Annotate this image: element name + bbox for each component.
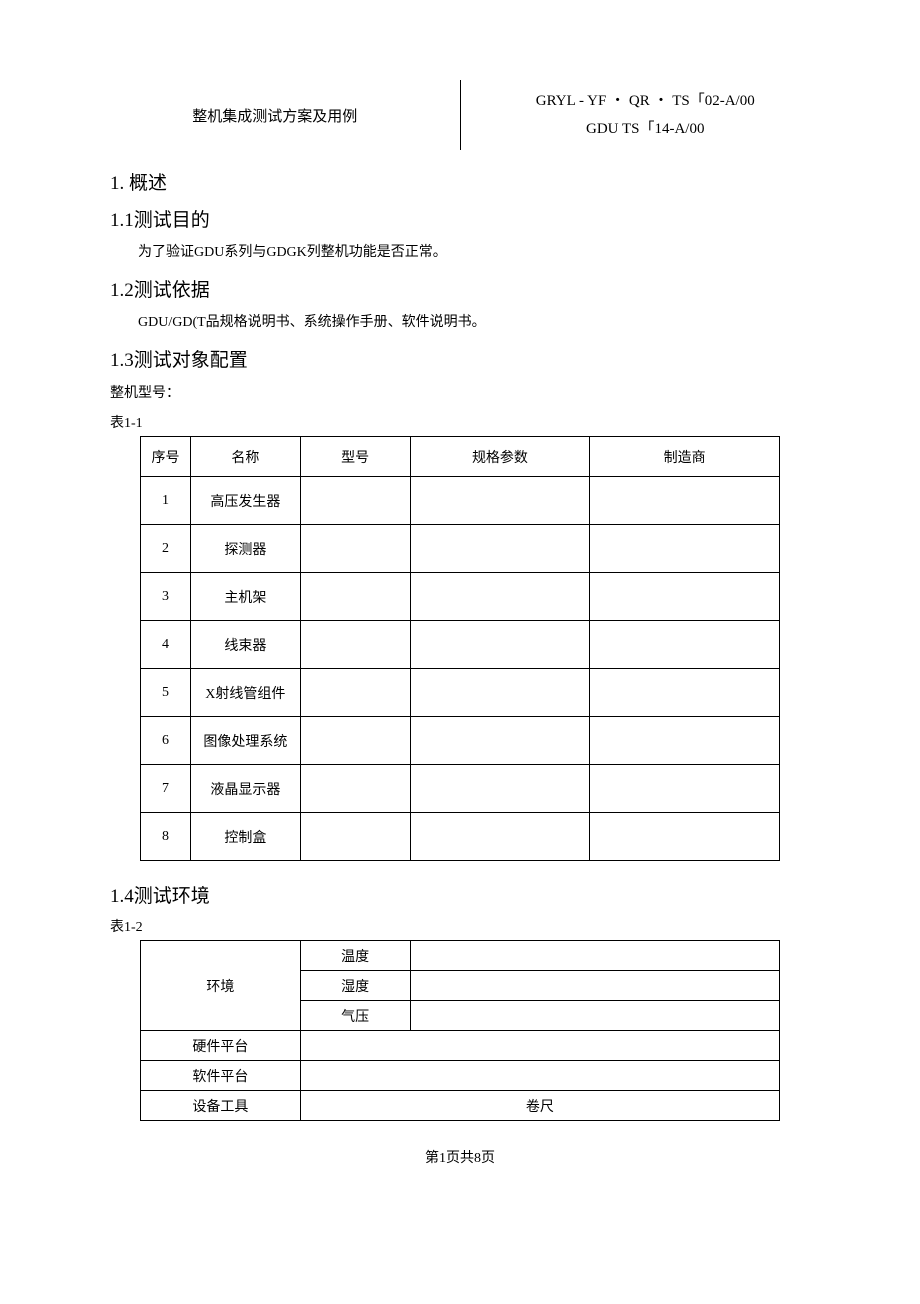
section-1-4-title: 1.4测试环境 xyxy=(110,881,810,908)
section-1-1-body: 为了验证GDU系列与GDGK列整机功能是否正常。 xyxy=(110,240,810,265)
page-footer: 第1页共8页 xyxy=(110,1147,810,1167)
config-table: 序号 名称 型号 规格参数 制造商 1 高压发生器 2 探测器 3 主机架 xyxy=(140,436,780,861)
cell-seq: 4 xyxy=(141,621,191,669)
header-right: GRYL - YF ・ QR ・ TS「02-A/00 GDU TS「14-A/… xyxy=(461,80,811,150)
section-1-2-body: GDU/GD(T品规格说明书、系统操作手册、软件说明书。 xyxy=(110,310,810,335)
header-left: 整机集成测试方案及用例 xyxy=(110,80,461,150)
page-header: 整机集成测试方案及用例 GRYL - YF ・ QR ・ TS「02-A/00 … xyxy=(110,80,810,150)
sw-label: 软件平台 xyxy=(141,1061,301,1091)
cell-seq: 3 xyxy=(141,573,191,621)
cell-name: 主机架 xyxy=(190,573,300,621)
cell-mfr xyxy=(590,765,780,813)
cell-mfr xyxy=(590,525,780,573)
section-1-2-title: 1.2测试依据 xyxy=(110,275,810,302)
table-row: 硬件平台 xyxy=(141,1031,780,1061)
cell-mfr xyxy=(590,669,780,717)
cell-spec xyxy=(410,525,590,573)
tool-label: 设备工具 xyxy=(141,1091,301,1121)
cell-model xyxy=(300,621,410,669)
th-name: 名称 xyxy=(190,437,300,477)
hw-label: 硬件平台 xyxy=(141,1031,301,1061)
cell-name: 探测器 xyxy=(190,525,300,573)
cell-seq: 2 xyxy=(141,525,191,573)
table-row: 设备工具 卷尺 xyxy=(141,1091,780,1121)
table-row: 5 X射线管组件 xyxy=(141,669,780,717)
cell-model xyxy=(300,717,410,765)
table-row: 6 图像处理系统 xyxy=(141,717,780,765)
cell-model xyxy=(300,669,410,717)
table1-caption: 表1-1 xyxy=(110,412,810,432)
section-1-title: 1. 概述 xyxy=(110,168,810,195)
th-model: 型号 xyxy=(300,437,410,477)
cell-spec xyxy=(410,717,590,765)
env-humidity-value xyxy=(410,971,779,1001)
cell-model xyxy=(300,765,410,813)
table-row: 环境 温度 xyxy=(141,941,780,971)
cell-name: 高压发生器 xyxy=(190,477,300,525)
cell-model xyxy=(300,813,410,861)
table-row: 3 主机架 xyxy=(141,573,780,621)
cell-mfr xyxy=(590,477,780,525)
cell-seq: 6 xyxy=(141,717,191,765)
env-table: 环境 温度 湿度 气压 硬件平台 软件平台 设备工具 卷尺 xyxy=(140,940,780,1121)
cell-name: 图像处理系统 xyxy=(190,717,300,765)
table-row: 软件平台 xyxy=(141,1061,780,1091)
cell-model xyxy=(300,525,410,573)
model-label: 整机型号： xyxy=(110,382,810,402)
section-1-3-title: 1.3测试对象配置 xyxy=(110,345,810,372)
cell-mfr xyxy=(590,717,780,765)
table-row: 1 高压发生器 xyxy=(141,477,780,525)
cell-name: 液晶显示器 xyxy=(190,765,300,813)
cell-mfr xyxy=(590,813,780,861)
th-mfr: 制造商 xyxy=(590,437,780,477)
cell-name: 控制盒 xyxy=(190,813,300,861)
sw-value xyxy=(300,1061,779,1091)
cell-name: 线束器 xyxy=(190,621,300,669)
cell-spec xyxy=(410,621,590,669)
cell-model xyxy=(300,573,410,621)
cell-spec xyxy=(410,765,590,813)
tool-value: 卷尺 xyxy=(300,1091,779,1121)
doc-code-2: GDU TS「14-A/00 xyxy=(586,115,704,144)
table-row: 4 线束器 xyxy=(141,621,780,669)
th-spec: 规格参数 xyxy=(410,437,590,477)
cell-seq: 5 xyxy=(141,669,191,717)
env-label: 环境 xyxy=(141,941,301,1031)
cell-seq: 7 xyxy=(141,765,191,813)
table-row: 8 控制盒 xyxy=(141,813,780,861)
cell-spec xyxy=(410,573,590,621)
cell-mfr xyxy=(590,573,780,621)
cell-spec xyxy=(410,477,590,525)
cell-seq: 8 xyxy=(141,813,191,861)
env-humidity-label: 湿度 xyxy=(300,971,410,1001)
cell-mfr xyxy=(590,621,780,669)
table-row: 2 探测器 xyxy=(141,525,780,573)
cell-seq: 1 xyxy=(141,477,191,525)
config-table-header-row: 序号 名称 型号 规格参数 制造商 xyxy=(141,437,780,477)
env-pressure-value xyxy=(410,1001,779,1031)
env-pressure-label: 气压 xyxy=(300,1001,410,1031)
cell-model xyxy=(300,477,410,525)
doc-code-1: GRYL - YF ・ QR ・ TS「02-A/00 xyxy=(536,87,755,116)
table2-caption: 表1-2 xyxy=(110,916,810,936)
env-temp-label: 温度 xyxy=(300,941,410,971)
hw-value xyxy=(300,1031,779,1061)
th-seq: 序号 xyxy=(141,437,191,477)
section-1-1-title: 1.1测试目的 xyxy=(110,205,810,232)
env-temp-value xyxy=(410,941,779,971)
table-row: 7 液晶显示器 xyxy=(141,765,780,813)
cell-name: X射线管组件 xyxy=(190,669,300,717)
cell-spec xyxy=(410,669,590,717)
cell-spec xyxy=(410,813,590,861)
doc-title: 整机集成测试方案及用例 xyxy=(192,105,357,126)
